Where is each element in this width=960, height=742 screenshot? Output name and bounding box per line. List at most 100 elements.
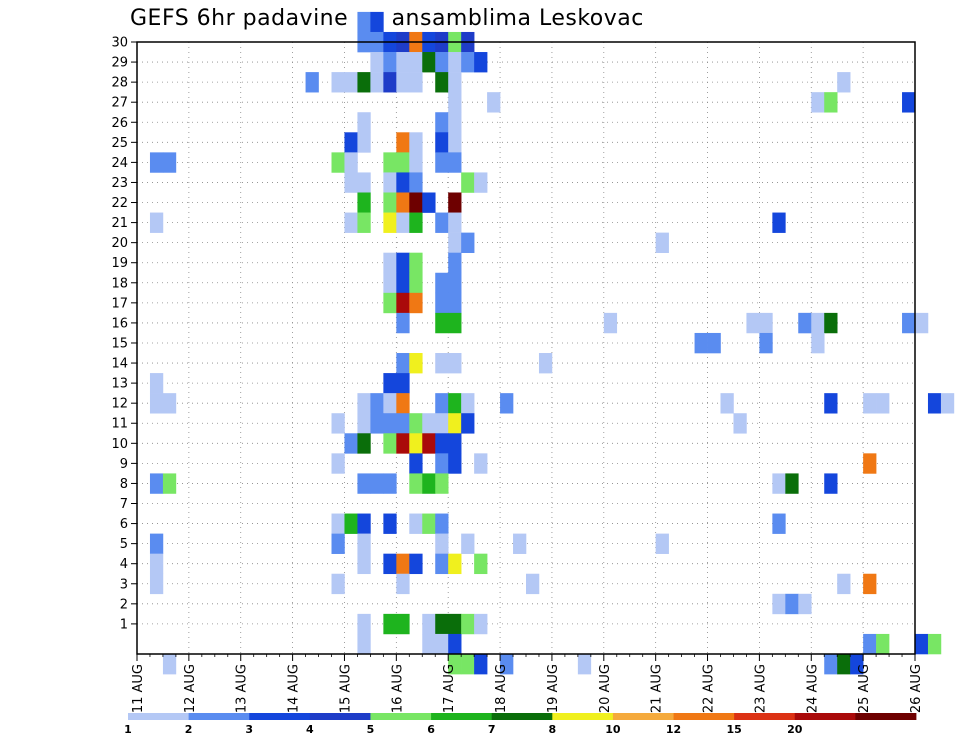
precip-cell bbox=[409, 192, 423, 213]
precip-cell bbox=[448, 72, 462, 93]
precip-cell bbox=[162, 654, 177, 675]
precip-cell bbox=[448, 152, 462, 173]
precip-cell bbox=[448, 413, 462, 434]
precip-cell bbox=[707, 332, 721, 354]
precip-cell bbox=[409, 132, 423, 153]
x-tick-label: 19 AUG bbox=[546, 664, 561, 713]
precip-cell bbox=[448, 613, 462, 635]
precip-cell bbox=[370, 413, 384, 434]
x-tick-label: 26 AUG bbox=[909, 664, 924, 713]
colorbar-segment bbox=[249, 713, 311, 720]
precip-cell bbox=[396, 393, 410, 414]
precip-cell bbox=[785, 593, 799, 615]
precip-cell bbox=[357, 11, 371, 33]
precip-cell bbox=[331, 513, 345, 534]
precip-cell bbox=[409, 513, 423, 534]
precip-cell bbox=[448, 312, 462, 334]
colorbar-segment bbox=[734, 713, 796, 720]
precip-cell bbox=[370, 72, 384, 93]
precip-cell bbox=[448, 633, 462, 655]
precip-cell bbox=[500, 393, 514, 414]
precip-cell bbox=[863, 393, 877, 414]
y-axis-ticks: 1234567891011121314151617181920212223242… bbox=[111, 36, 137, 632]
precip-cell bbox=[331, 453, 345, 474]
x-tick-label: 21 AUG bbox=[650, 664, 665, 713]
precip-cell bbox=[344, 513, 358, 534]
precip-cell bbox=[772, 593, 786, 615]
precip-cell bbox=[357, 553, 371, 575]
precip-cell bbox=[409, 553, 423, 575]
precip-cell bbox=[824, 654, 838, 675]
precip-cell bbox=[409, 172, 423, 193]
precip-cell bbox=[435, 152, 449, 173]
precip-cell bbox=[772, 513, 786, 534]
x-axis-ticks: 11 AUG 12 AUG 13 AUG 14 AUG 15 AUG 16 AUG 17 A… bbox=[131, 654, 924, 713]
precip-cell bbox=[383, 393, 397, 414]
precip-cell bbox=[409, 353, 423, 374]
precip-cell bbox=[474, 654, 488, 675]
colorbar-segment bbox=[309, 713, 371, 720]
precip-cell bbox=[513, 533, 527, 554]
colorbar-label: 6 bbox=[427, 723, 435, 736]
precip-cell bbox=[383, 413, 397, 434]
precip-cell bbox=[733, 413, 747, 434]
y-tick-label: 19 bbox=[111, 256, 128, 271]
precip-cell bbox=[357, 192, 371, 213]
y-tick-label: 21 bbox=[111, 216, 128, 231]
precip-cell bbox=[461, 172, 475, 193]
precip-cell bbox=[500, 654, 514, 675]
precip-cell bbox=[149, 473, 164, 494]
y-tick-label: 5 bbox=[120, 537, 128, 552]
precip-cell bbox=[357, 533, 371, 554]
precip-cell bbox=[344, 433, 358, 454]
x-tick-label: 15 AUG bbox=[338, 664, 353, 713]
x-tick-label: 11 AUG bbox=[131, 664, 146, 713]
precip-cell bbox=[461, 533, 475, 554]
y-tick-label: 27 bbox=[111, 96, 128, 111]
precip-cell bbox=[435, 292, 449, 314]
precip-cell bbox=[435, 553, 449, 575]
colorbar-segment bbox=[612, 713, 674, 720]
precip-cell bbox=[383, 252, 397, 274]
precip-cell bbox=[811, 312, 825, 334]
y-tick-label: 29 bbox=[111, 56, 128, 71]
precip-cell bbox=[409, 152, 423, 173]
precip-cell bbox=[383, 272, 397, 294]
precip-cell bbox=[811, 92, 825, 113]
precip-cell bbox=[824, 312, 838, 334]
precip-cell bbox=[344, 132, 358, 153]
precip-cell bbox=[409, 473, 423, 494]
precip-cell bbox=[448, 92, 462, 113]
precip-cell bbox=[435, 393, 449, 414]
precip-cell bbox=[603, 312, 618, 334]
y-tick-label: 28 bbox=[111, 76, 128, 91]
precip-cell bbox=[461, 232, 475, 253]
precip-cell bbox=[448, 553, 462, 575]
precip-cell bbox=[448, 272, 462, 294]
y-tick-label: 23 bbox=[111, 176, 128, 191]
precip-cell bbox=[655, 533, 669, 554]
precip-cell bbox=[927, 633, 942, 655]
precip-cell bbox=[720, 393, 734, 414]
y-tick-label: 30 bbox=[111, 36, 128, 51]
precip-cell bbox=[396, 252, 410, 274]
precip-cell bbox=[383, 192, 397, 213]
precip-cell bbox=[902, 312, 916, 334]
precip-cell bbox=[396, 573, 410, 595]
precip-cell bbox=[149, 393, 164, 414]
precip-cell bbox=[863, 633, 877, 655]
precip-cell bbox=[435, 312, 449, 334]
precip-cell bbox=[409, 252, 423, 274]
y-tick-label: 22 bbox=[111, 196, 128, 211]
precip-cell bbox=[915, 312, 929, 334]
precip-cell bbox=[461, 413, 475, 434]
precip-cell bbox=[435, 453, 449, 474]
y-tick-label: 25 bbox=[111, 136, 128, 151]
precip-cell bbox=[162, 473, 177, 494]
y-tick-label: 24 bbox=[111, 156, 128, 171]
precip-cell bbox=[409, 453, 423, 474]
precip-cell bbox=[863, 453, 877, 474]
precip-cell bbox=[448, 353, 462, 374]
precip-cell bbox=[785, 473, 799, 494]
